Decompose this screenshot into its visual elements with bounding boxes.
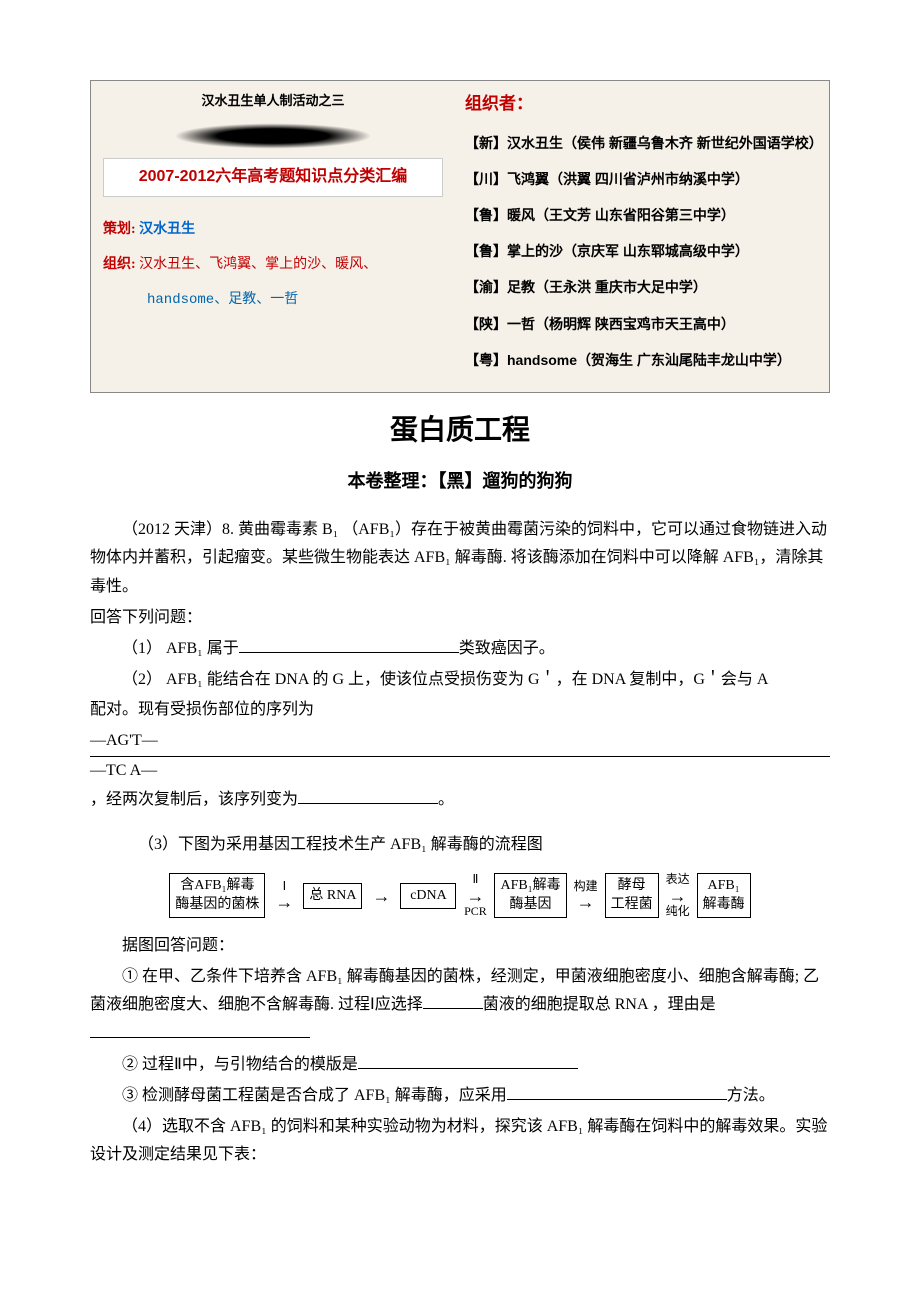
banner-title: 2007-2012六年高考题知识点分类汇编 <box>139 168 408 185</box>
question-4: （4）选取不含 AFB₁ 的饲料和某种实验动物为材料，探究该 AFB₁ 解毒酶在… <box>90 1113 830 1171</box>
plan-value: 汉水丑生 <box>139 222 195 237</box>
q1-pre: （1） AFB₁ 属于 <box>122 640 239 657</box>
banner-right: 组织者： 【新】汉水丑生（侯伟 新疆乌鲁木齐 新世纪外国语学校） 【川】飞鸿翼（… <box>455 81 829 392</box>
banner-org-row: 组织: 汉水丑生、飞鸿翼、掌上的沙、暖风、 <box>103 252 443 277</box>
arrow-label-bot: PCR <box>464 905 487 918</box>
ink-decoration <box>103 118 443 154</box>
organizer-item: 【陕】一哲（杨明辉 陕西宝鸡市天王高中） <box>465 312 819 337</box>
q3-sub1: ① 在甲、乙条件下培养含 AFB₁ 解毒酶基因的菌株，经测定，甲菌液细胞密度小、… <box>90 963 830 1049</box>
arrow-icon: → <box>669 887 687 905</box>
organizers-title: 组织者： <box>465 89 819 120</box>
arrow-label-bot: 纯化 <box>666 905 690 918</box>
banner-plan-row: 策划: 汉水丑生 <box>103 217 443 242</box>
q3-sub3: ③ 检测酵母菌工程菌是否合成了 AFB₁ 解毒酶，应采用 方法。 <box>90 1082 830 1111</box>
arrow-icon: → <box>577 893 595 911</box>
flowchart: 含AFB₁解毒 酶基因的菌株 Ⅰ → 总 RNA → cDNA Ⅱ → PCR … <box>90 873 830 917</box>
arrow-icon: → <box>372 887 390 905</box>
flow-arrow-4: 构建 → <box>569 880 603 911</box>
q3-s1b: 菌液的细胞提取总 RNA ，理由是 <box>483 996 716 1013</box>
flow-box-6b: 解毒酶 <box>703 896 745 914</box>
question-1: （1） AFB₁ 属于 类致癌因子。 <box>90 635 830 664</box>
question-3-intro: （3）下图为采用基因工程技术生产 AFB₁ 解毒酶的流程图 <box>90 831 830 860</box>
flow-box-4b: 酶基因 <box>500 896 560 914</box>
header-banner: 汉水丑生单人制活动之三 2007-2012六年高考题知识点分类汇编 策划: 汉水… <box>90 80 830 393</box>
organizer-item: 【川】飞鸿翼（洪翼 四川省泸州市纳溪中学） <box>465 167 819 192</box>
flow-box-4: AFB₁解毒 酶基因 <box>494 873 566 917</box>
flow-box-2: 总 RNA <box>303 883 362 909</box>
organizer-item: 【粤】handsome（贺海生 广东汕尾陆丰龙山中学） <box>465 348 819 373</box>
blank-fill <box>423 992 483 1009</box>
arrow-label-top: 表达 <box>666 873 690 886</box>
flow-box-5: 酵母 工程菌 <box>605 873 659 917</box>
question-2-line2: 配对。现有受损伤部位的序列为 <box>90 696 830 725</box>
q3-s2a: ② 过程Ⅱ中，与引物结合的模版是 <box>122 1056 358 1073</box>
flow-box-1b: 酶基因的菌株 <box>175 896 259 914</box>
flow-arrow-5: 表达 → 纯化 <box>661 873 695 917</box>
intro-prompt: 回答下列问题： <box>90 604 830 633</box>
organizer-item: 【渝】足教（王永洪 重庆市大足中学） <box>465 275 819 300</box>
organizer-item: 【新】汉水丑生（侯伟 新疆乌鲁木齐 新世纪外国语学校） <box>465 131 819 156</box>
seq-bot: —TC A— <box>90 757 830 786</box>
q1-post: 类致癌因子。 <box>459 640 555 657</box>
q3-s3b: 方法。 <box>727 1087 775 1104</box>
flow-box-6: AFB₁ 解毒酶 <box>697 873 751 917</box>
organizer-item: 【鲁】掌上的沙（京庆军 山东郓城高级中学） <box>465 239 819 264</box>
arrow-icon: → <box>466 887 484 905</box>
doc-title: 蛋白质工程 <box>90 405 830 455</box>
flow-box-5a: 酵母 <box>611 877 653 895</box>
intro-paragraph: （2012 天津）8. 黄曲霉毒素 B₁ （AFB₁）存在于被黄曲霉菌污染的饲料… <box>90 516 830 602</box>
arrow-icon: → <box>275 893 293 911</box>
flow-box-3: cDNA <box>400 883 456 909</box>
arrow-label-top: Ⅱ <box>473 873 479 886</box>
flow-box-4a: AFB₁解毒 <box>500 877 560 895</box>
banner-left: 汉水丑生单人制活动之三 2007-2012六年高考题知识点分类汇编 策划: 汉水… <box>91 81 455 392</box>
flow-box-1a: 含AFB₁解毒 <box>175 877 259 895</box>
blank-fill <box>358 1052 578 1069</box>
seq-top: —AG'T— <box>90 727 830 757</box>
organizer-item: 【鲁】暖风（王文芳 山东省阳谷第三中学） <box>465 203 819 228</box>
blank-fill <box>90 1021 310 1038</box>
plan-label: 策划: <box>103 222 136 237</box>
flow-arrow-3: Ⅱ → PCR <box>458 873 492 917</box>
q2-l2c: 。 <box>438 791 454 808</box>
banner-title-box: 2007-2012六年高考题知识点分类汇编 <box>103 158 443 197</box>
blank-fill <box>298 787 438 804</box>
flow-box-5b: 工程菌 <box>611 896 653 914</box>
org-value: 汉水丑生、飞鸿翼、掌上的沙、暖风、 <box>139 257 377 272</box>
flow-box-1: 含AFB₁解毒 酶基因的菌株 <box>169 873 265 917</box>
doc-subtitle: 本卷整理：【黑】遛狗的狗狗 <box>90 465 830 497</box>
q2-l2a: 配对。现有受损伤部位的序列为 <box>90 701 314 718</box>
org-value-2: handsome、足教、一哲 <box>103 288 443 313</box>
org-label: 组织: <box>103 257 136 272</box>
question-2-line1: （2） AFB₁ 能结合在 DNA 的 G 上，使该位点受损伤变为 G＇，在 D… <box>90 666 830 695</box>
q3-sub2: ② 过程Ⅱ中，与引物结合的模版是 <box>90 1051 830 1080</box>
q2-l2b: ，经两次复制后，该序列变为 <box>90 791 298 808</box>
blank-fill <box>239 636 459 653</box>
q3-prompt: 据图回答问题： <box>90 932 830 961</box>
flow-box-6a: AFB₁ <box>703 877 745 895</box>
q3-s3a: ③ 检测酵母菌工程菌是否合成了 AFB₁ 解毒酶，应采用 <box>122 1087 507 1104</box>
flow-arrow-2: → <box>364 887 398 905</box>
banner-top-caption: 汉水丑生单人制活动之三 <box>103 89 443 112</box>
flow-arrow-1: Ⅰ → <box>267 880 301 911</box>
blank-fill <box>507 1083 727 1100</box>
